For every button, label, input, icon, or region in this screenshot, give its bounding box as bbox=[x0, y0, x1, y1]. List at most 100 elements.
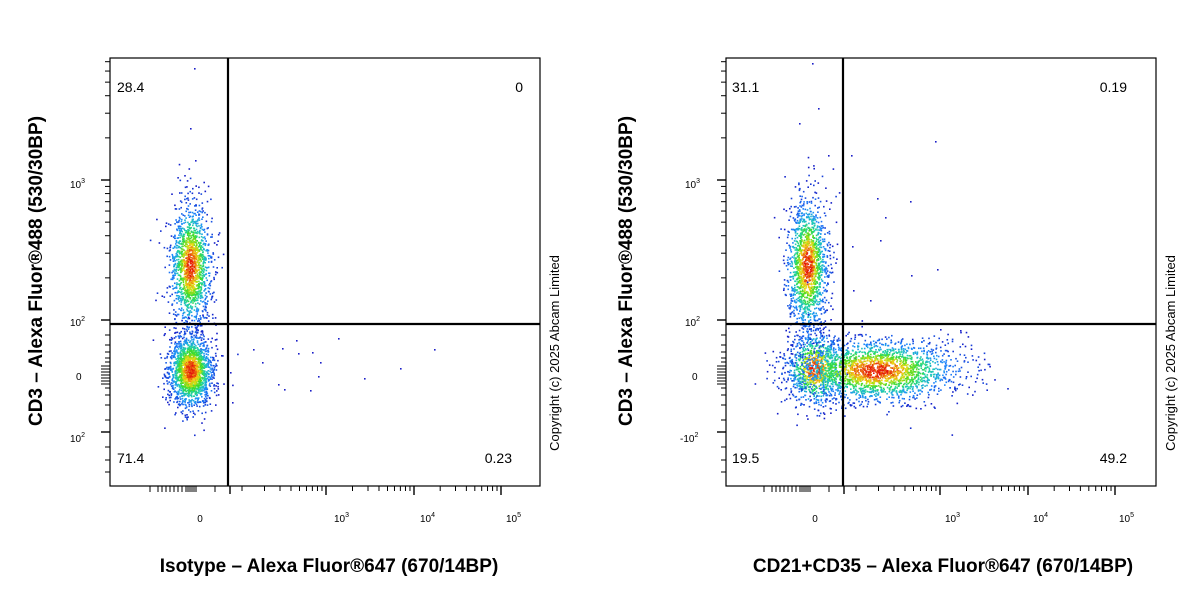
cd3-positive-event bbox=[197, 329, 199, 332]
cd3-negative-event bbox=[179, 368, 181, 370]
cd3-positive-event bbox=[187, 307, 190, 309]
cd3-positive-event bbox=[212, 253, 215, 255]
cd3-positive-event bbox=[789, 215, 792, 218]
cd3-negative-event bbox=[190, 371, 193, 374]
cd3-negative-event bbox=[182, 376, 185, 379]
cd3-positive-event bbox=[814, 191, 816, 194]
cd3-negative-event bbox=[195, 387, 198, 390]
cd3-positive-event bbox=[796, 271, 798, 273]
cd3-negative-event bbox=[178, 385, 181, 388]
cd3-negative-event bbox=[170, 396, 172, 399]
cd3-negative-event bbox=[178, 384, 180, 386]
cd3-positive-event bbox=[182, 295, 185, 298]
cd3-positive-event bbox=[810, 295, 812, 297]
cd3-positive-event bbox=[210, 220, 213, 223]
cd3-positive-event bbox=[783, 283, 786, 286]
cd3-positive-event bbox=[182, 259, 184, 261]
cd3-positive-event bbox=[815, 288, 817, 291]
cd3-positive-event bbox=[217, 256, 220, 259]
cd3-positive-event bbox=[163, 296, 166, 298]
cd3-negative-event bbox=[195, 329, 198, 331]
cd3-positive-event bbox=[196, 274, 199, 276]
cd3-positive-event bbox=[799, 290, 802, 293]
cd3-positive-event bbox=[189, 277, 191, 279]
cd3-negative-event bbox=[178, 363, 181, 365]
cd3-positive-event bbox=[185, 251, 188, 254]
cd3-negative-event bbox=[193, 388, 196, 391]
cd3-positive-event bbox=[178, 295, 181, 298]
cd3-positive-event bbox=[814, 224, 816, 227]
cd3-positive-event bbox=[789, 293, 791, 296]
cd3-negative-event bbox=[213, 374, 216, 377]
cd3-negative-event bbox=[194, 434, 196, 437]
cd3-positive-event bbox=[808, 174, 810, 177]
cd3-positive-event bbox=[176, 254, 178, 257]
cd3-positive-event bbox=[178, 268, 181, 270]
cd3-positive-event bbox=[193, 287, 195, 290]
cd3-positive-event bbox=[192, 187, 194, 190]
cd3-negative-event bbox=[807, 336, 809, 339]
cd3-positive-event bbox=[794, 220, 796, 222]
cd3-positive-event bbox=[803, 214, 805, 217]
cd3-positive-event bbox=[195, 241, 197, 244]
cd3-positive-event bbox=[200, 255, 202, 257]
cd3-positive-event bbox=[213, 276, 215, 279]
cd3-positive-event bbox=[789, 247, 791, 249]
cd3-positive-event bbox=[783, 262, 786, 265]
cd3-positive-event bbox=[813, 326, 815, 328]
cd3-positive-event bbox=[817, 233, 819, 235]
cd3-positive-event bbox=[188, 168, 191, 170]
cd3-positive-event bbox=[189, 246, 192, 249]
cd3-negative-event bbox=[185, 398, 187, 400]
cd3-negative-event bbox=[213, 359, 216, 362]
cd3-positive-event bbox=[196, 230, 199, 233]
cd3-positive-event bbox=[819, 291, 821, 294]
cd3-positive-event bbox=[798, 254, 800, 257]
cd3-positive-event bbox=[796, 232, 799, 235]
cd3-positive-event bbox=[810, 330, 813, 332]
cd3-negative-event bbox=[170, 382, 173, 384]
cd3-positive-event bbox=[180, 192, 183, 194]
cd3-positive-event bbox=[790, 197, 793, 200]
cd3-positive-event bbox=[182, 248, 184, 251]
cd3-positive-event bbox=[785, 285, 787, 287]
cd3-negative-event bbox=[198, 374, 201, 376]
cd3-positive-event bbox=[180, 233, 183, 235]
cd3-positive-event bbox=[796, 289, 798, 291]
cd3-negative-event bbox=[169, 399, 171, 402]
cd3-positive-event bbox=[189, 243, 191, 246]
cd3-positive-event bbox=[798, 296, 800, 299]
cd3-negative-event bbox=[198, 369, 200, 372]
cd3-positive-event bbox=[181, 253, 183, 256]
cd3-negative-event bbox=[187, 383, 190, 385]
cd3-positive-event bbox=[788, 244, 790, 247]
cd3-positive-event bbox=[204, 266, 207, 268]
cd3-negative-event bbox=[175, 358, 177, 360]
cd3-positive-event bbox=[184, 250, 187, 253]
cd3-negative-event bbox=[215, 355, 217, 357]
cd3-negative-event bbox=[183, 343, 185, 345]
cd3-negative-event bbox=[193, 369, 195, 372]
cd3-positive-event bbox=[812, 268, 814, 270]
cd3-negative-event bbox=[204, 399, 207, 401]
cd3-positive-event bbox=[189, 177, 192, 180]
cd3-negative-event bbox=[213, 385, 215, 387]
cd3-positive-event bbox=[824, 214, 827, 217]
cd3-negative-event bbox=[197, 343, 200, 346]
cd3-negative-event bbox=[205, 379, 207, 381]
cd3-negative-event bbox=[179, 335, 181, 337]
cd3-negative-event bbox=[189, 331, 191, 333]
cd3-negative-event bbox=[170, 369, 172, 371]
cd3-positive-event bbox=[806, 209, 809, 211]
cd3-negative-event bbox=[181, 359, 183, 362]
cd3-negative-event bbox=[210, 376, 212, 379]
cd3-positive-event bbox=[186, 283, 189, 285]
cd3-positive-event bbox=[207, 227, 209, 229]
cd3-positive-event bbox=[185, 243, 187, 245]
cd3-positive-event bbox=[205, 249, 207, 252]
cd3-negative-event bbox=[169, 346, 171, 348]
cd3-positive-event bbox=[813, 304, 815, 306]
cd3-negative-event bbox=[191, 390, 193, 393]
cd3-negative-event bbox=[190, 375, 192, 378]
cd3-positive-event bbox=[186, 310, 189, 312]
